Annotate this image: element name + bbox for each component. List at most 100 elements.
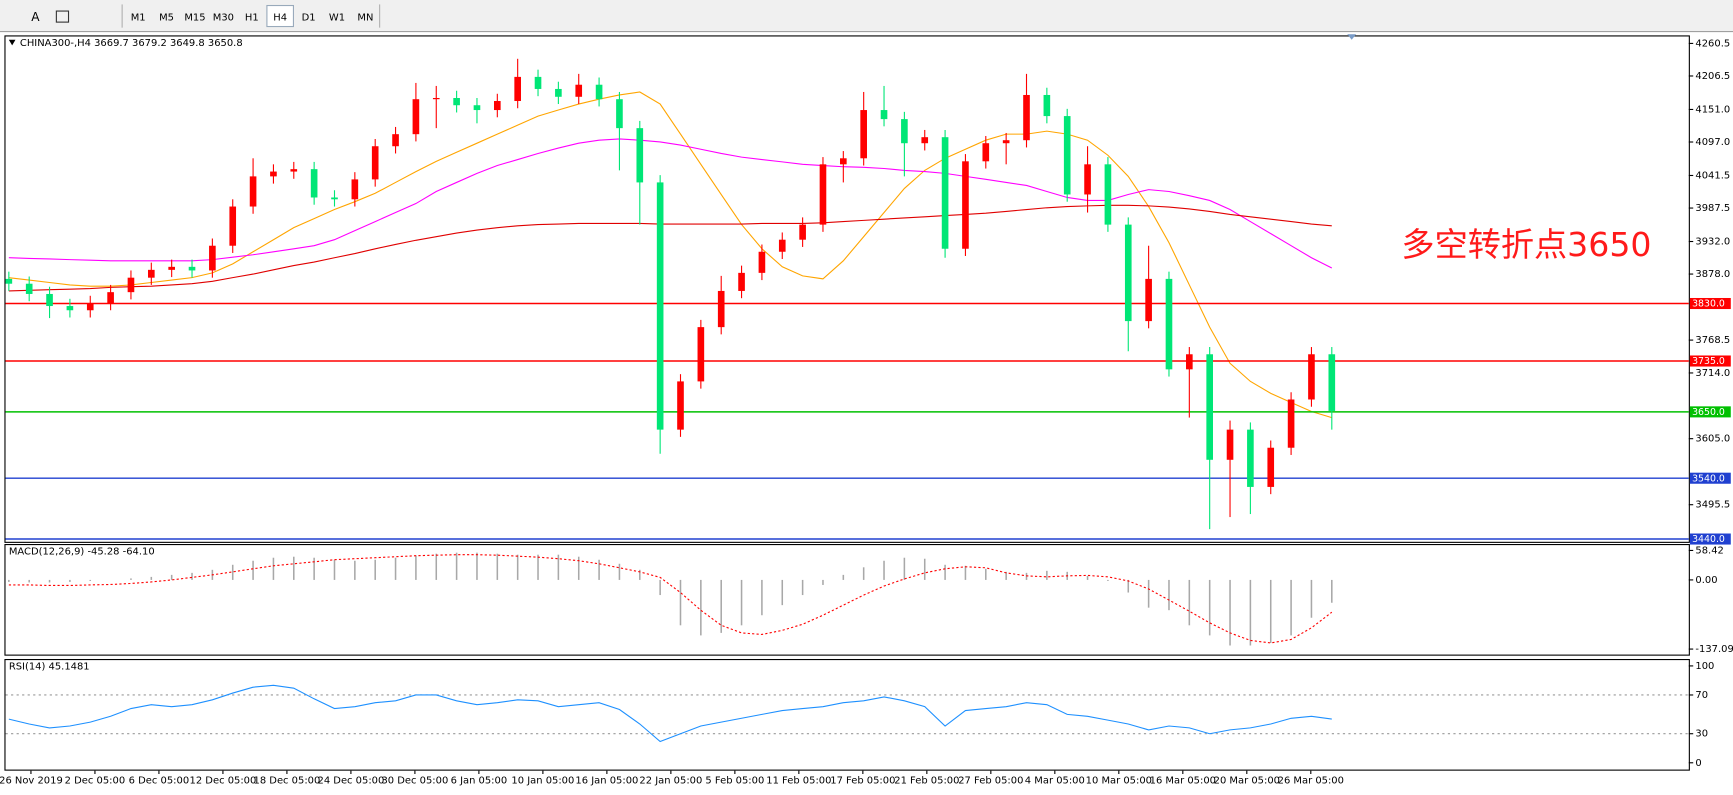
- tool-button[interactable]: A: [31, 10, 40, 24]
- candle-body: [941, 137, 949, 249]
- candle-body: [1145, 278, 1152, 322]
- candle-body: [1063, 116, 1071, 195]
- candle-body: [575, 84, 583, 97]
- candle-body: [1247, 429, 1254, 487]
- timeframe-button[interactable]: M5: [159, 13, 174, 24]
- chart-title: CHINA300-,H4 3669.7 3679.2 3649.8 3650.8: [20, 38, 243, 49]
- active-timeframe[interactable]: [266, 4, 294, 28]
- x-tick-label: 26 Mar 05:00: [1278, 776, 1344, 787]
- y-tick-label: 4151.0: [1695, 104, 1730, 115]
- y-tick-label: 3932.0: [1695, 237, 1730, 248]
- rsi-title: RSI(14) 45.1481: [9, 662, 90, 673]
- level-label-box: [1689, 472, 1731, 484]
- candle-body: [656, 182, 664, 430]
- candle-body: [860, 110, 867, 159]
- y-tick-label: 4206.5: [1695, 71, 1730, 82]
- candle-body: [310, 169, 318, 198]
- y-tick-label: 3768.5: [1695, 335, 1730, 346]
- y-tick-label: 3878.0: [1695, 269, 1730, 280]
- toolbar: [0, 0, 1733, 31]
- candle-body: [1023, 94, 1030, 141]
- candle-body: [697, 327, 705, 382]
- candle-body: [1308, 354, 1315, 400]
- candle-body: [1124, 224, 1132, 322]
- x-tick-label: 18 Dec 05:00: [254, 776, 321, 787]
- candle-body: [473, 105, 481, 111]
- y-tick-label: 3495.5: [1695, 500, 1730, 511]
- moving-average: [8, 138, 1333, 269]
- candle-body: [880, 110, 888, 120]
- candle-body: [1186, 354, 1193, 370]
- chart-area: [0, 34, 1733, 795]
- timeframe-button[interactable]: W1: [329, 13, 345, 24]
- timeframe-button[interactable]: M15: [184, 13, 205, 24]
- candle-body: [534, 76, 542, 89]
- macd-signal: [8, 554, 1333, 644]
- candle-body: [514, 76, 521, 102]
- candle-body: [1267, 447, 1275, 487]
- main-panel: [4, 35, 1690, 543]
- level-label-box: [1689, 355, 1731, 367]
- candle-body: [453, 97, 460, 106]
- candle-body: [595, 84, 603, 100]
- x-tick-label: 22 Jan 05:00: [639, 776, 702, 787]
- candle-body: [778, 239, 786, 252]
- candle-body: [331, 197, 338, 200]
- candle-body: [127, 277, 135, 293]
- x-tick-label: 16 Jan 05:00: [575, 776, 638, 787]
- candle-body: [188, 266, 196, 271]
- moving-average: [8, 91, 1332, 419]
- x-tick-label: 27 Feb 05:00: [958, 776, 1023, 787]
- candle-body: [1226, 429, 1234, 460]
- candle-body: [25, 283, 33, 294]
- candle-body: [290, 169, 298, 172]
- x-tick-label: 16 Mar 05:00: [1150, 776, 1216, 787]
- x-tick-label: 10 Jan 05:00: [511, 776, 574, 787]
- candle-body: [616, 99, 623, 129]
- candle-body: [1287, 399, 1295, 448]
- y-tick-label: 4097.0: [1695, 137, 1730, 148]
- x-tick-label: 6 Dec 05:00: [129, 776, 190, 787]
- candle-body: [86, 303, 94, 311]
- x-tick-label: 20 Mar 05:00: [1214, 776, 1280, 787]
- candle-body: [555, 88, 562, 97]
- timeframe-button[interactable]: H4: [273, 13, 287, 24]
- tool-icon[interactable]: [55, 10, 70, 23]
- y-tick-label: 30: [1695, 729, 1708, 740]
- collapse-icon[interactable]: [8, 39, 16, 46]
- x-tick-label: 6 Jan 05:00: [451, 776, 508, 787]
- candle-body: [1104, 164, 1112, 225]
- candle-body: [921, 137, 929, 144]
- x-tick-label: 24 Dec 05:00: [317, 776, 384, 787]
- x-tick-label: 2 Dec 05:00: [65, 776, 126, 787]
- x-tick-label: 21 Feb 05:00: [894, 776, 959, 787]
- level-label-box: [1689, 533, 1731, 545]
- timeframe-button[interactable]: H1: [245, 13, 259, 24]
- level-label: 3830.0: [1692, 299, 1725, 310]
- timeframe-button[interactable]: MN: [357, 13, 373, 24]
- candle-body: [494, 101, 501, 111]
- candle-body: [351, 179, 359, 200]
- level-label: 3440.0: [1692, 534, 1725, 545]
- candle-body: [392, 134, 399, 147]
- candle-body: [66, 306, 74, 311]
- candle-body: [717, 290, 725, 328]
- x-tick-label: 5 Feb 05:00: [705, 776, 764, 787]
- level-label: 3650.0: [1692, 407, 1725, 418]
- timeframe-button[interactable]: M1: [131, 13, 146, 24]
- x-tick-label: 4 Mar 05:00: [1025, 776, 1085, 787]
- candle-body: [270, 171, 277, 177]
- timeframe-button[interactable]: D1: [302, 13, 316, 24]
- rsi-panel: [4, 658, 1690, 771]
- y-tick-label: 70: [1695, 690, 1708, 701]
- candle-body: [432, 97, 440, 100]
- candle-body: [819, 164, 827, 225]
- rsi-line: [8, 684, 1332, 743]
- candle-body: [1043, 94, 1051, 117]
- x-tick-label: 17 Feb 05:00: [830, 776, 895, 787]
- timeframe-button[interactable]: M30: [213, 13, 234, 24]
- candle-body: [962, 161, 969, 249]
- macd-title: MACD(12,26,9) -45.28 -64.10: [9, 547, 155, 558]
- candle-body: [229, 206, 237, 246]
- level-label-box: [1689, 406, 1731, 418]
